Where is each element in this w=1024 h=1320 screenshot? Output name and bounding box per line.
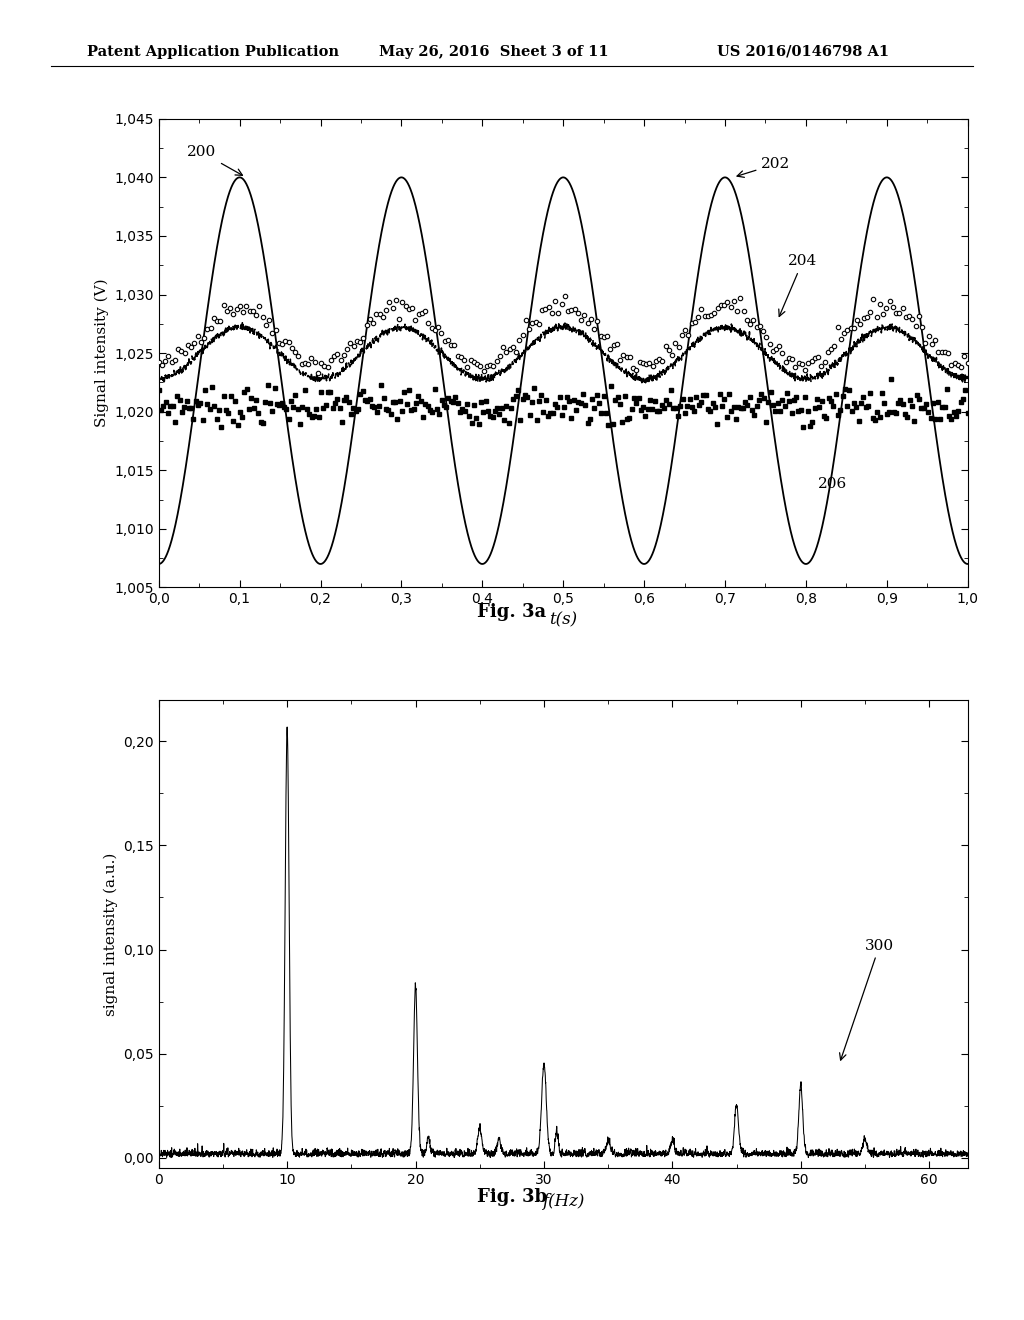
Text: 300: 300	[840, 939, 894, 1060]
Text: Fig. 3b: Fig. 3b	[477, 1188, 547, 1206]
X-axis label: t(s): t(s)	[549, 611, 578, 628]
X-axis label: f(Hz): f(Hz)	[542, 1192, 585, 1209]
Text: May 26, 2016  Sheet 3 of 11: May 26, 2016 Sheet 3 of 11	[379, 45, 608, 59]
Text: 202: 202	[737, 157, 791, 177]
Text: Patent Application Publication: Patent Application Publication	[87, 45, 339, 59]
Text: Fig. 3a: Fig. 3a	[477, 603, 547, 622]
Y-axis label: Signal intensity (V): Signal intensity (V)	[94, 279, 109, 428]
Text: 200: 200	[187, 145, 243, 176]
Text: 206: 206	[818, 477, 847, 491]
Y-axis label: signal intensity (a.u.): signal intensity (a.u.)	[103, 853, 118, 1015]
Text: US 2016/0146798 A1: US 2016/0146798 A1	[717, 45, 889, 59]
Text: 204: 204	[779, 255, 817, 317]
